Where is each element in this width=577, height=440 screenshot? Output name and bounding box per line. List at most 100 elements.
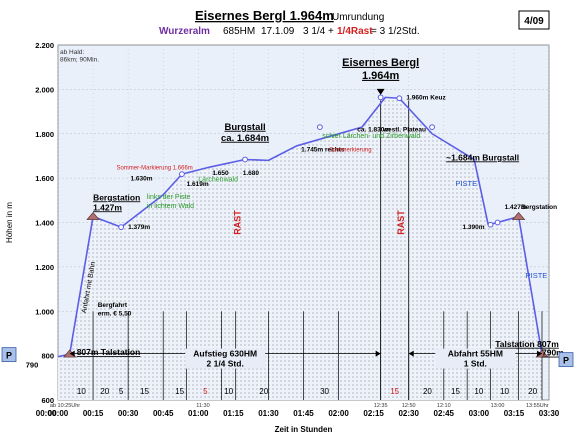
y-tick-label: 2.000 [35,85,54,94]
chart-title: Eisernes Bergl 1.964m [195,8,334,23]
abfahrt-label-bg [435,348,516,369]
x-tick-label: 03:15 [504,409,525,418]
y-axis-title: Höhen in m [5,202,14,243]
profile-point [494,219,501,226]
x-tick-label: 00:30 [118,409,139,418]
annotation-label: Bergfahrt [98,302,128,309]
y-tick-label: 1.000 [35,307,54,316]
segment-minutes: 30 [320,387,329,396]
y-tick-label: 1.800 [35,130,54,139]
subtitle-hm: 685HM [223,26,255,37]
segment-minutes: 10 [474,387,483,396]
annotation-label: Lärchenwald [198,176,238,183]
right-parking-tag [558,352,574,368]
annotation-label: Talstation 807m [495,339,559,349]
annotation-label: 1.630m [130,175,152,182]
aufstieg-label: Aufstieg 630HM [193,349,257,359]
annotation-label: ab Hald: [60,49,84,56]
annotation-label: 790m [542,348,564,358]
profile-point [242,156,248,163]
aufstieg-duration: 2 1/4 Std. [207,359,244,369]
segment-minutes: 20 [423,387,432,396]
peak-arrow [376,88,385,95]
clock-time: 13:00 [491,403,505,409]
aufstieg-arrow-right [375,350,381,357]
chart-subtitle: Wurzeralm 685HM 17.1.09 3 1/4 + 1/4Rast … [159,26,420,37]
subtitle-place: Wurzeralm [159,26,210,37]
y-tick-label: 2.200 [35,41,54,50]
station-marker [511,211,526,220]
abfahrt-label: Abfahrt 55HM [448,349,503,359]
profile-point [316,124,323,130]
aufstieg-label-bg [185,348,266,369]
segment-minutes: 5 [203,387,208,396]
segment-minutes: 20 [259,387,268,396]
station-marker [86,211,100,220]
annotation-label: PISTE [526,271,548,280]
abfahrt-duration: 1 Std. [464,359,487,369]
x-tick-label: 02:45 [434,409,455,418]
left-parking-tag [1,347,17,363]
annotation-label: schier Lärchen- und Zirbenwald [322,133,420,140]
right-parking-letter: P [563,356,569,366]
segment-minutes: 15 [390,387,399,396]
subtitle-time-a: 3 1/4 + [303,26,334,37]
x-tick-label: 01:00 [188,409,209,418]
burgstall-label-name: Burgstall [224,122,265,133]
left-parking-letter: P [6,351,12,361]
subtitle-time-b: = 3 1/2Std. [371,26,420,37]
annotation-label: westl. Plateau [382,127,426,134]
annotation-label: Sommer-Markierung 1.666m [116,165,192,171]
clock-time: ab 10:25Uhr [50,403,80,409]
chart-title-suffix: Umrundung [332,12,384,23]
clock-time: 13:55Uhr [526,403,549,409]
segment-minutes: 20 [528,387,537,396]
profile-point [429,124,435,130]
annotation-label: Bergstation [521,204,557,211]
clock-time: 12:35 [374,403,388,409]
x-tick-label: 01:45 [293,409,314,418]
profile-point [487,221,494,228]
x-tick-label: 03:00 [469,409,490,418]
profile-point [377,94,384,101]
segment-minutes: 10 [77,387,86,396]
x-axis-title: Zeit in Stunden [275,425,333,434]
annotation-label: links der Piste [147,194,191,201]
annotation-label: 1.960m Keuz [406,94,446,101]
segment-minutes: 15 [175,387,184,396]
annotation-label: ca. 1.830m [357,127,390,134]
peak-label-height: 1.964m [362,70,400,82]
page-badge: 4/09 [518,10,550,30]
segment-minutes: 15 [140,387,149,396]
annotation-label: 1.650 [212,170,229,177]
annotation-label: in lichtem Wald [147,203,194,210]
annotation-label: 1.745m rechts [301,147,345,154]
left-parking-value: 790 [26,361,39,370]
x-tick-label: 00:00 [48,409,69,418]
y-tick-label: 600 [41,396,54,405]
annotation-label: 1.379m [128,224,150,231]
annotation-label: 1.619m [187,181,209,188]
annotation-label: erm. € 5,50 [98,311,132,318]
y-tick-label: 800 [41,352,54,361]
segment-minutes: 15 [451,387,460,396]
abfahrt-arrow-left [408,350,414,357]
annotation-label: 1.680 [243,170,260,177]
peak-label-name: Eisernes Bergl [342,57,419,69]
segment-minutes: 20 [100,387,109,396]
burgstall-label-height: ca. 1.684m [221,133,269,144]
x-tick-label: 02:30 [398,409,419,418]
segment-minutes: 10 [224,387,233,396]
profile-point [179,171,185,178]
x-tick-label: 00:45 [153,409,174,418]
annotation-label: 1.390m [462,224,484,231]
subtitle-date: 17.1.09 [261,26,295,37]
profile-point [396,95,403,102]
x-tick-label-start: 00:00 [36,409,57,418]
clock-time: 12:10 [437,403,451,409]
axes: 600 800 1.000 1.200 1.400 1.600 1.800 2.000 2.20… [1,41,574,434]
annotation-label: Bergstation [93,192,140,202]
annotation-label: 1.427m [505,204,527,211]
annotation-label: RAST [396,210,406,235]
